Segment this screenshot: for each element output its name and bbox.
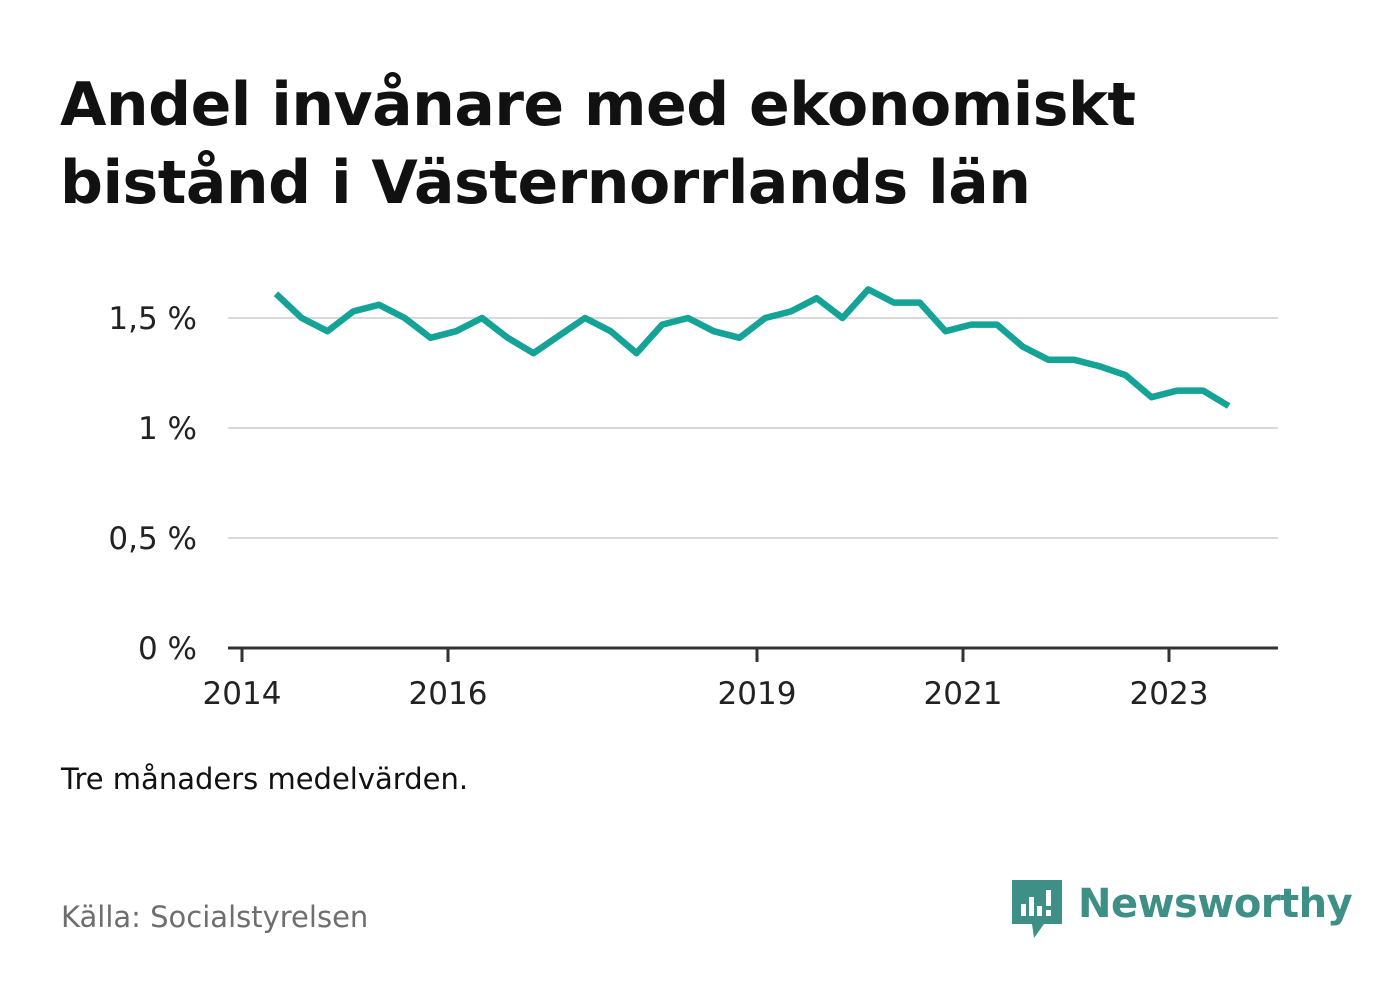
x-tick-label: 2016	[409, 676, 488, 712]
y-tick-label: 0 %	[138, 631, 197, 667]
y-tick-label: 1 %	[138, 411, 197, 447]
y-tick-label: 0,5 %	[108, 521, 197, 557]
x-tick-label: 2014	[203, 676, 282, 712]
chart-note: Tre månaders medelvärden.	[61, 762, 469, 796]
y-axis-tick-labels: 0 % 0,5 % 1 % 1,5 %	[108, 301, 197, 667]
chart-title: Andel invånare med ekonomiskt bistånd i …	[60, 70, 1136, 218]
x-axis-ticks: 2014 2016 2019 2021 2023	[203, 648, 1209, 712]
newsworthy-logo-icon	[1012, 880, 1062, 938]
y-tick-label: 1,5 %	[108, 301, 197, 337]
brand-logo: Newsworthy	[1010, 878, 1353, 940]
x-tick-label: 2019	[718, 676, 797, 712]
brand-name: Newsworthy	[1078, 881, 1353, 927]
series-line	[273, 286, 1231, 409]
x-tick-label: 2021	[924, 676, 1003, 712]
source-credit: Källa: Socialstyrelsen	[61, 900, 369, 934]
grid-lines	[228, 317, 1278, 539]
x-tick-label: 2023	[1130, 676, 1209, 712]
